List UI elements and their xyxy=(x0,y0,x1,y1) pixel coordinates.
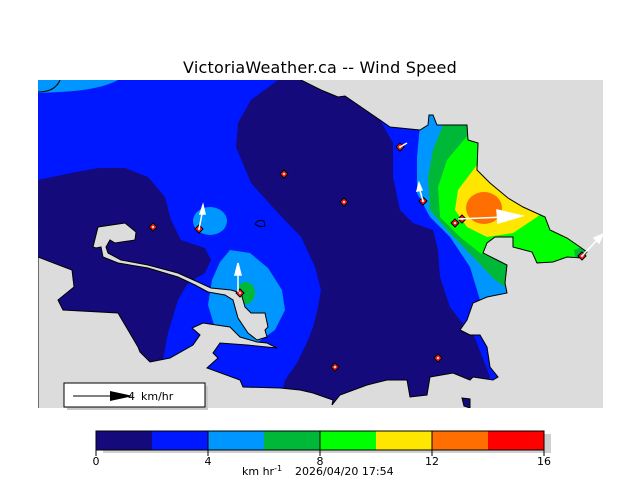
water-east-south xyxy=(38,80,603,408)
wind-arrow xyxy=(198,202,206,230)
colorbar-tick-label: 4 xyxy=(205,455,212,468)
station-center-dot xyxy=(454,222,456,224)
map-title: VictoriaWeather.ca -- Wind Speed xyxy=(183,58,457,77)
colorbar-segment xyxy=(376,431,432,450)
coast-arc-topleft xyxy=(38,80,61,93)
wind-arrow xyxy=(399,142,408,148)
reference-arrow-unit: km/hr xyxy=(141,390,174,403)
station-center-dot xyxy=(437,357,439,359)
reference-arrow-value: 4 xyxy=(128,390,135,403)
colorbar-segment xyxy=(432,431,488,450)
colorbar-segment xyxy=(264,431,320,450)
colorbar-segment xyxy=(208,431,264,450)
colorbar-segment xyxy=(96,431,152,450)
colorbar-tick-label: 16 xyxy=(537,455,551,468)
station-center-dot xyxy=(152,226,154,228)
wind-arrow xyxy=(457,209,525,224)
colorbar: 0 4 8 12 16 km hr-1 2026/04/20 17:54 xyxy=(93,430,551,478)
contour-navy-central xyxy=(236,80,490,408)
water-gorge-inlet xyxy=(92,222,269,341)
contour-orange-right xyxy=(466,192,502,224)
colorbar-tick-label: 8 xyxy=(317,455,324,468)
station-center-dot xyxy=(239,292,241,294)
wind-arrow xyxy=(234,262,242,292)
colorbar-tick-label: 0 xyxy=(93,455,100,468)
reference-arrowhead-icon xyxy=(110,391,133,401)
station-center-dot xyxy=(334,366,336,368)
small-pond-outline xyxy=(254,219,266,228)
colorbar-tick-label: 12 xyxy=(425,455,439,468)
colorbar-segment xyxy=(152,431,208,450)
colorbar-segment xyxy=(488,431,544,450)
station-center-dot xyxy=(283,173,285,175)
wind-arrows xyxy=(198,142,603,292)
water-islet xyxy=(461,397,471,408)
wind-arrow xyxy=(581,233,603,257)
colorbar-unit: km hr-1 xyxy=(242,464,282,478)
wind-arrow xyxy=(415,180,424,202)
station-center-dot xyxy=(343,201,345,203)
colorbar-segment xyxy=(320,431,376,450)
colorbar-timestamp: 2026/04/20 17:54 xyxy=(295,465,394,478)
reference-arrow-legend: 4 km/hr xyxy=(63,382,208,410)
